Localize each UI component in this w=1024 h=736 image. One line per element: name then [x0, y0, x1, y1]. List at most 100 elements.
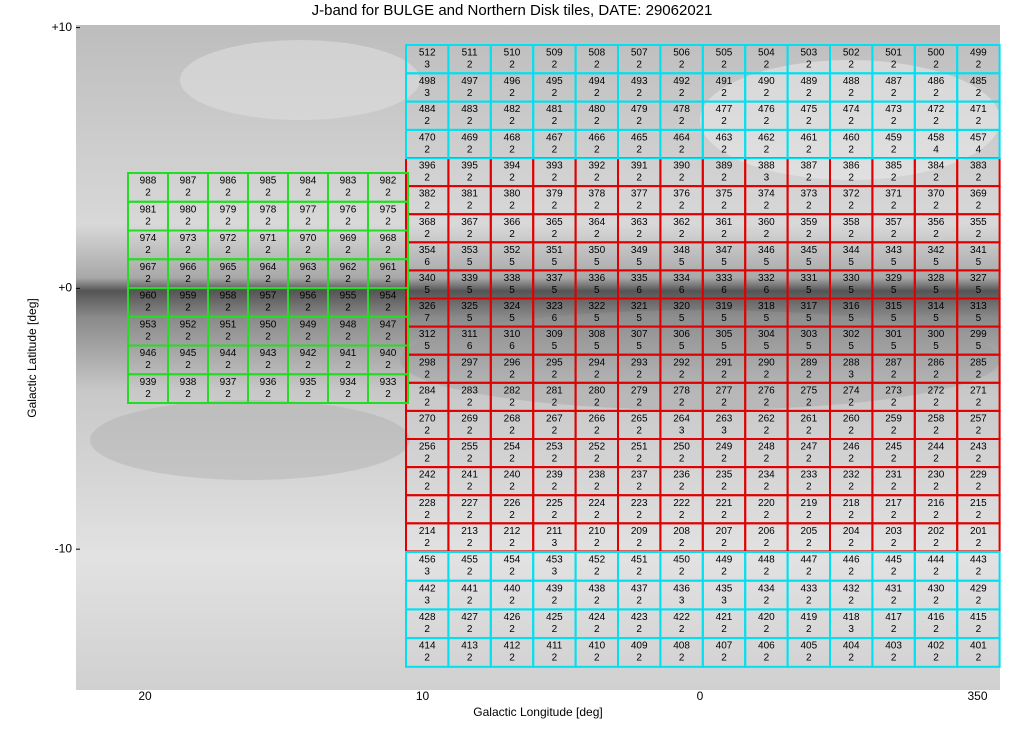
- tile-id: 217: [885, 498, 902, 509]
- x-tick-label: 0: [697, 689, 704, 703]
- tile-id: 945: [180, 348, 197, 359]
- tile-id: 344: [843, 245, 860, 256]
- tile-id: 261: [800, 414, 817, 425]
- tile-id: 328: [928, 273, 945, 284]
- tile-id: 492: [673, 76, 690, 87]
- chart-title: J-band for BULGE and Northern Disk tiles…: [312, 2, 713, 19]
- tile-count: 2: [225, 245, 231, 256]
- tile-id: 413: [461, 641, 478, 652]
- tile-count: 2: [764, 88, 770, 99]
- tile-id: 969: [340, 233, 357, 244]
- tile-count: 2: [305, 331, 311, 342]
- tile-count: 5: [848, 341, 854, 352]
- tile-id: 949: [300, 319, 317, 330]
- tile-id: 474: [843, 104, 860, 115]
- tile-id: 440: [504, 583, 521, 594]
- tile-count: 2: [385, 188, 391, 199]
- tile-count: 2: [594, 173, 600, 184]
- tile-count: 2: [679, 624, 685, 635]
- tile-count: 2: [764, 510, 770, 521]
- tile-id: 409: [631, 641, 648, 652]
- tile-count: 6: [424, 257, 430, 268]
- tile-count: 6: [721, 285, 727, 296]
- tile-id: 985: [260, 176, 277, 187]
- tile-id: 242: [419, 470, 436, 481]
- tile-count: 2: [764, 653, 770, 664]
- tile-id: 201: [970, 526, 987, 537]
- tile-id: 226: [504, 498, 521, 509]
- tile-count: 2: [721, 60, 727, 71]
- tile-id: 981: [140, 204, 157, 215]
- tile-count: 2: [891, 482, 897, 493]
- tile-id: 256: [419, 442, 436, 453]
- tile-id: 468: [504, 133, 521, 144]
- tile-id: 457: [970, 133, 987, 144]
- tile-count: 2: [679, 173, 685, 184]
- tile-count: 2: [976, 369, 982, 380]
- tile-count: 2: [933, 653, 939, 664]
- tile-id: 301: [885, 329, 902, 340]
- tile-count: 2: [552, 116, 558, 127]
- tile-id: 340: [419, 273, 436, 284]
- tile-count: 5: [976, 257, 982, 268]
- tile-count: 2: [891, 369, 897, 380]
- tile-count: 3: [721, 426, 727, 437]
- tile-count: 2: [594, 482, 600, 493]
- y-tick-label: -10: [55, 541, 73, 555]
- tile-id: 960: [140, 291, 157, 302]
- tile-id: 350: [588, 245, 605, 256]
- tile-id: 438: [588, 583, 605, 594]
- tile-count: 2: [145, 360, 151, 371]
- tile-count: 2: [145, 389, 151, 400]
- tile-id: 364: [588, 217, 605, 228]
- tile-count: 2: [848, 60, 854, 71]
- tile-id: 961: [380, 262, 397, 273]
- tile-count: 5: [764, 313, 770, 324]
- tile-id: 404: [843, 641, 860, 652]
- tile-count: 5: [594, 257, 600, 268]
- tile-count: 5: [721, 341, 727, 352]
- tile-count: 3: [848, 369, 854, 380]
- tile-count: 2: [385, 360, 391, 371]
- tile-count: 2: [976, 173, 982, 184]
- tile-id: 284: [419, 385, 436, 396]
- tile-id: 363: [631, 217, 648, 228]
- tile-count: 2: [636, 116, 642, 127]
- tile-id: 435: [716, 583, 733, 594]
- tile-count: 2: [225, 331, 231, 342]
- tile-id: 378: [588, 189, 605, 200]
- tile-id: 302: [843, 329, 860, 340]
- tile-id: 326: [419, 301, 436, 312]
- tile-count: 2: [806, 229, 812, 240]
- tile-id: 287: [885, 357, 902, 368]
- tile-count: 2: [225, 274, 231, 285]
- tile-count: 2: [806, 454, 812, 465]
- tile-id: 934: [340, 377, 357, 388]
- tile-id: 366: [504, 217, 521, 228]
- tile-count: 2: [225, 303, 231, 314]
- tile-count: 2: [764, 116, 770, 127]
- tile-id: 265: [631, 414, 648, 425]
- tile-id: 966: [180, 262, 197, 273]
- tile-id: 241: [461, 470, 478, 481]
- tile-id: 253: [546, 442, 563, 453]
- tile-id: 267: [546, 414, 563, 425]
- tile-count: 2: [636, 229, 642, 240]
- tile-count: 2: [679, 454, 685, 465]
- tile-id: 258: [928, 414, 945, 425]
- x-tick-label: 10: [416, 689, 430, 703]
- tile-id: 295: [546, 357, 563, 368]
- tile-count: 2: [806, 538, 812, 549]
- tile-id: 276: [758, 385, 775, 396]
- tile-id: 467: [546, 133, 563, 144]
- tile-id: 461: [800, 133, 817, 144]
- tile-count: 2: [424, 201, 430, 212]
- tile-count: 2: [976, 538, 982, 549]
- tile-id: 219: [800, 498, 817, 509]
- tile-count: 3: [552, 538, 558, 549]
- tile-count: 2: [185, 216, 191, 227]
- tile-count: 2: [509, 454, 515, 465]
- tile-count: 2: [679, 538, 685, 549]
- tile-id: 285: [970, 357, 987, 368]
- tile-count: 2: [185, 360, 191, 371]
